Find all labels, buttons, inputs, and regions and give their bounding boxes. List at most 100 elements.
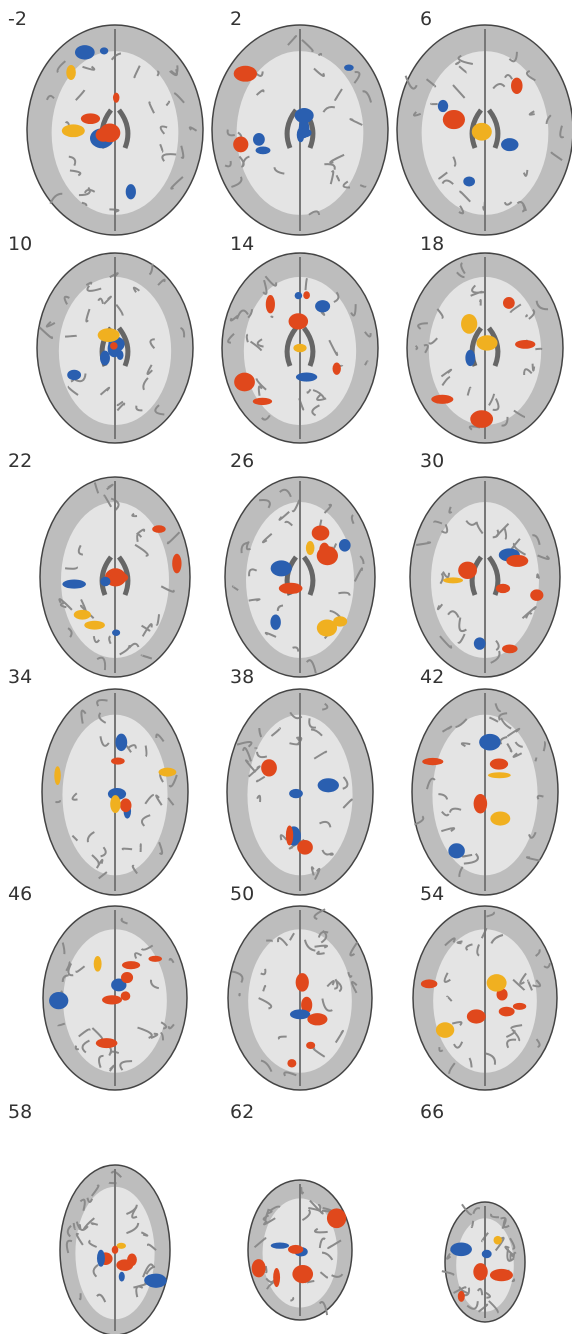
brain-slice: 34 xyxy=(8,666,189,896)
gyrus xyxy=(71,792,78,801)
gyrus xyxy=(499,736,508,745)
gyrus xyxy=(103,494,112,508)
gyrus xyxy=(448,807,462,813)
activation xyxy=(112,92,120,103)
activation xyxy=(476,335,498,351)
gyrus xyxy=(289,932,295,941)
gyrus xyxy=(136,533,143,542)
gyrus xyxy=(308,1207,322,1213)
gyrus xyxy=(169,68,178,77)
gyrus xyxy=(528,110,535,116)
gyrus xyxy=(334,88,343,101)
gyrus xyxy=(511,1028,521,1042)
deactivation xyxy=(481,1249,492,1259)
gyrus xyxy=(506,1038,517,1049)
gyrus xyxy=(268,1205,281,1212)
gyrus xyxy=(291,499,301,513)
brain-slice: 50 xyxy=(227,883,373,1091)
gyrus xyxy=(314,944,328,949)
activation xyxy=(293,343,307,353)
gyrus xyxy=(353,71,361,84)
activation xyxy=(234,372,255,392)
gyrus xyxy=(46,94,55,101)
gyrus xyxy=(543,962,552,969)
gyrus xyxy=(329,609,341,618)
gyrus xyxy=(498,712,508,721)
gyrus xyxy=(350,304,357,317)
activation xyxy=(332,362,341,375)
gyrus xyxy=(452,84,466,99)
gyrus xyxy=(284,520,293,527)
slice-label: 46 xyxy=(8,883,32,905)
gyrus xyxy=(248,568,258,577)
activation xyxy=(110,342,118,350)
gyrus xyxy=(96,1293,107,1303)
gyrus xyxy=(465,520,477,526)
activation xyxy=(311,525,330,541)
deactivation xyxy=(144,1273,164,1287)
gyrus xyxy=(505,1029,516,1038)
gyrus xyxy=(460,742,471,748)
activation xyxy=(116,1242,126,1249)
slice-label: 54 xyxy=(420,883,444,905)
deactivation xyxy=(96,1249,105,1267)
activation xyxy=(503,297,515,309)
gyrus xyxy=(488,1300,499,1314)
deactivation xyxy=(49,992,69,1010)
gyrus xyxy=(256,338,264,348)
activation xyxy=(111,1245,119,1254)
gyrus xyxy=(65,1239,73,1254)
gyrus xyxy=(157,278,166,286)
gyrus xyxy=(452,156,457,168)
gyrus xyxy=(305,659,317,674)
activation xyxy=(288,313,309,330)
gyrus xyxy=(463,853,479,865)
gyrus xyxy=(180,145,185,159)
activation xyxy=(278,582,303,594)
gyrus xyxy=(453,1286,467,1294)
gyrus xyxy=(140,814,151,827)
gyrus xyxy=(511,1278,516,1283)
activation xyxy=(435,1022,455,1038)
deactivation xyxy=(67,369,82,381)
gyrus xyxy=(531,363,536,372)
gyrus xyxy=(359,184,367,188)
deactivation xyxy=(118,1271,125,1282)
deactivation xyxy=(100,350,110,366)
gyrus xyxy=(66,1225,72,1238)
gyrus xyxy=(290,1296,295,1302)
gyrus xyxy=(67,385,79,396)
activation xyxy=(498,1006,515,1017)
gyrus xyxy=(334,1029,344,1044)
gyrus xyxy=(92,636,101,644)
gyrus xyxy=(134,952,143,959)
gyrus xyxy=(314,1227,328,1234)
brain-slice: 22 xyxy=(8,450,191,678)
gyrus xyxy=(476,944,480,957)
slice-label: 38 xyxy=(230,666,254,688)
gyrus xyxy=(98,712,107,724)
gyrus xyxy=(155,614,161,626)
gyrus xyxy=(329,170,335,185)
gyrus xyxy=(532,979,542,988)
activation xyxy=(93,956,102,972)
gyrus xyxy=(308,718,317,729)
gyrus xyxy=(79,604,95,619)
gyrus xyxy=(160,1031,165,1041)
gyrus xyxy=(326,980,335,988)
brain-slice: 58 xyxy=(8,1101,171,1334)
gyrus xyxy=(534,757,538,762)
gyrus xyxy=(455,718,468,729)
gyrus xyxy=(258,997,273,1010)
gyrus xyxy=(81,201,88,207)
gyrus xyxy=(132,286,140,293)
gyrus xyxy=(61,942,66,955)
gyrus xyxy=(241,155,250,167)
gyrus xyxy=(108,635,112,645)
activation xyxy=(287,1244,304,1254)
gyrus xyxy=(537,554,550,560)
gyrus xyxy=(248,765,261,778)
gyrus xyxy=(559,125,565,139)
gyrus xyxy=(238,992,241,997)
gyrus xyxy=(519,972,527,985)
